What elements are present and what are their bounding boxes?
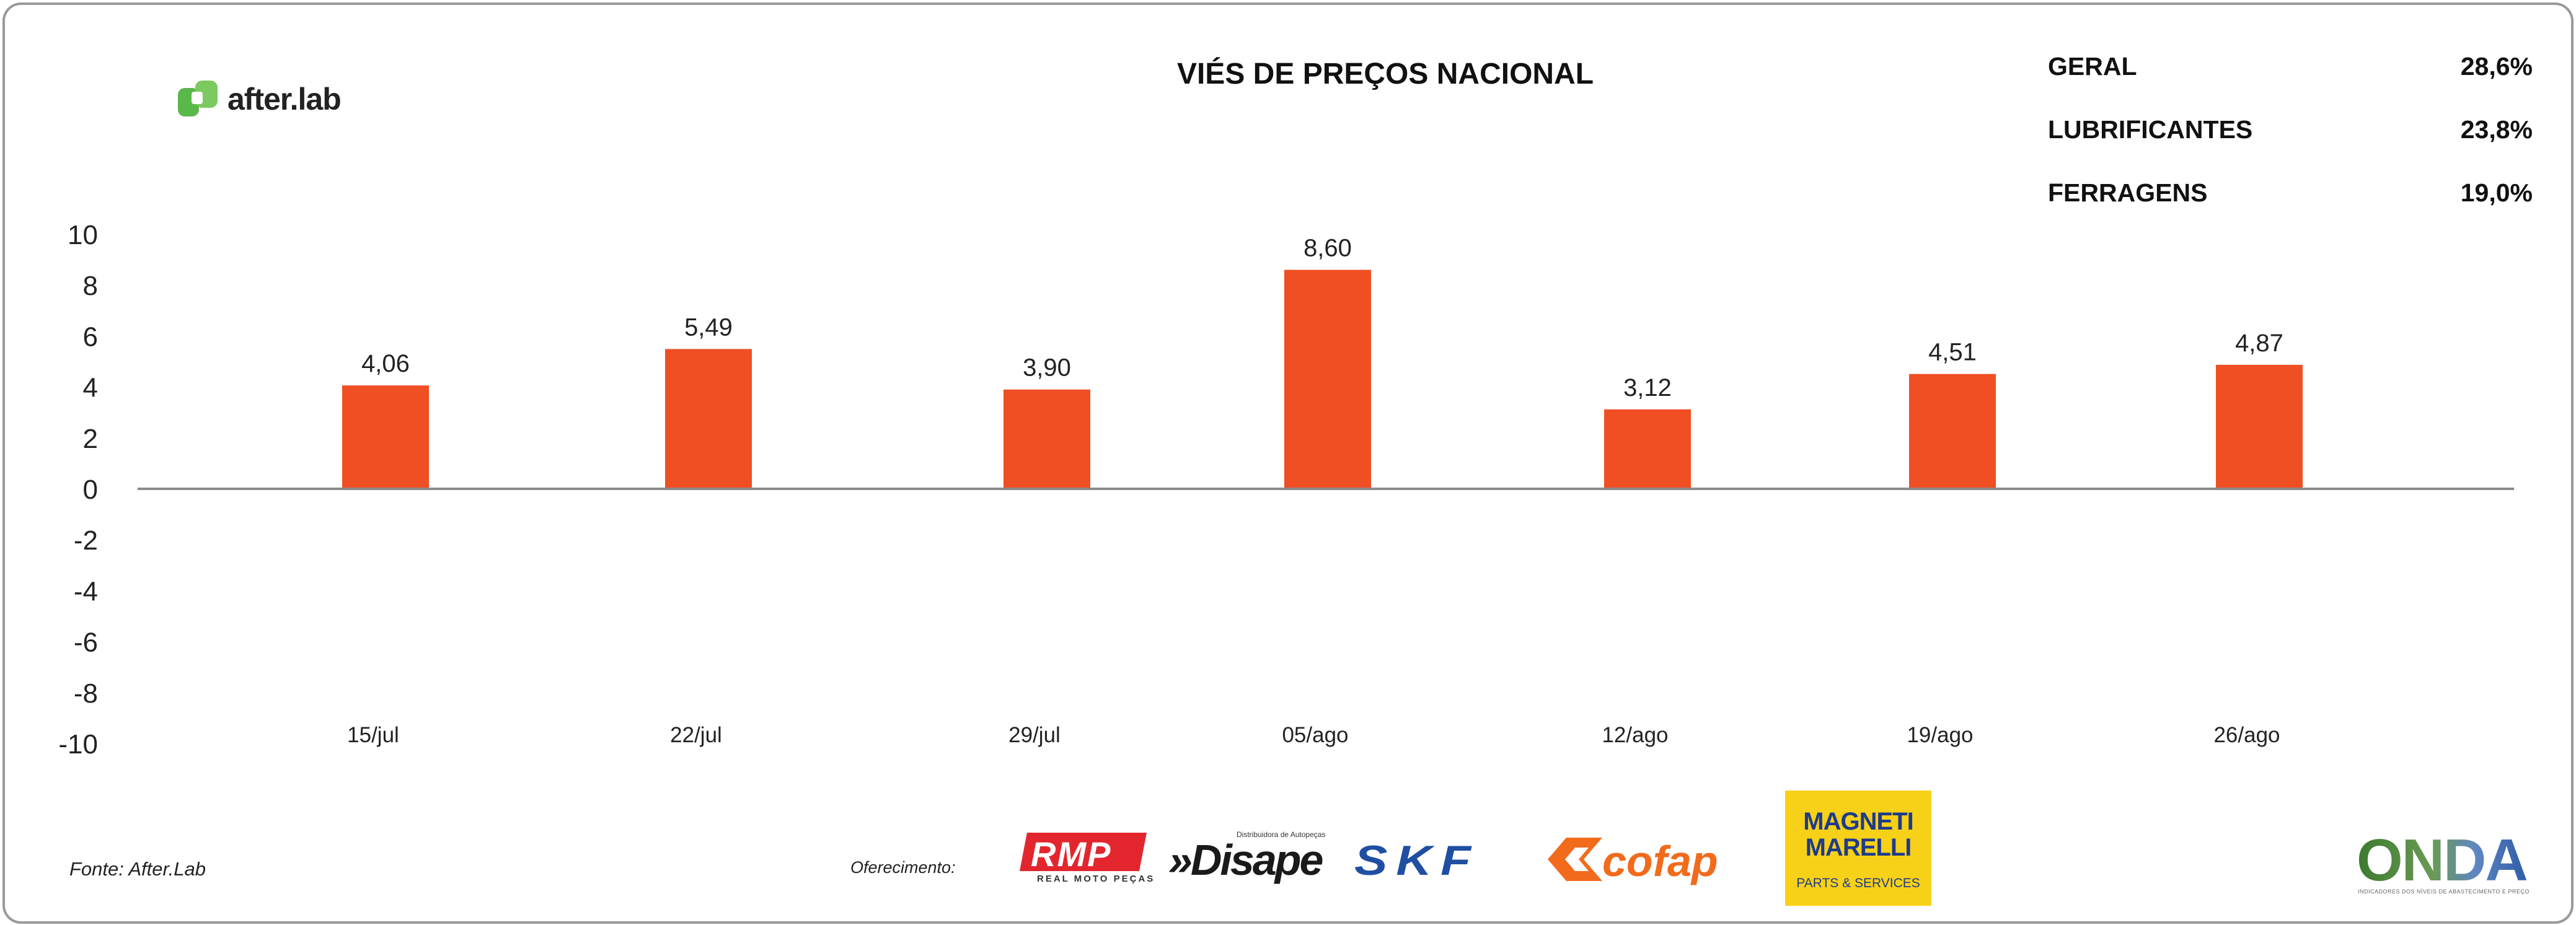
data-labels: 4,06 5,49 3,90 8,60 3,12 4,51 4,87: [361, 235, 2283, 401]
bar-15/jul: [342, 385, 429, 489]
x-tick-label: 12/ago: [1602, 723, 1668, 747]
stat-label-geral: GERAL: [2048, 52, 2137, 81]
after-lab-leaf-icon: [178, 81, 218, 116]
stat-value-geral: 28,6%: [2460, 52, 2533, 81]
y-tick-label: 6: [83, 322, 98, 352]
y-tick-label: 0: [83, 475, 98, 505]
y-tick-label: -8: [74, 678, 98, 709]
stat-label-lubrificantes: LUBRIFICANTES: [2048, 115, 2253, 144]
rmp-tagline: REAL MOTO PEÇAS: [1037, 874, 1155, 884]
skf-name: SKF: [1354, 836, 1480, 884]
x-axis-ticks: 15/jul 22/jul 29/jul 05/ago 12/ago 19/ago 26/a…: [347, 723, 2280, 747]
disape-logo: Distribuidora de Autopeças »Disape: [1168, 830, 1339, 886]
bar-05/ago: [1284, 270, 1371, 489]
brand-logo: after.lab: [177, 79, 342, 119]
y-axis-ticks: 10 8 6 4 2 0 -2 -4 -6 -8 -10: [58, 220, 98, 760]
cofap-name: cofap: [1602, 837, 1718, 885]
magneti-line2: MARELLI: [1805, 834, 1912, 861]
x-tick-label: 29/jul: [1008, 723, 1061, 747]
data-label: 3,12: [1623, 374, 1672, 401]
y-tick-label: -2: [74, 525, 98, 556]
x-tick-label: 22/jul: [670, 723, 722, 747]
source-note: Fonte: After.Lab: [69, 858, 206, 880]
chart-title: VIÉS DE PREÇOS NACIONAL: [1176, 58, 1594, 90]
rmp-name: RMP: [1031, 835, 1112, 874]
bars: [342, 270, 2303, 489]
bar-12/ago: [1604, 409, 1691, 489]
x-tick-label: 15/jul: [347, 723, 399, 747]
cofap-logo: cofap: [1548, 835, 1758, 885]
stat-value-lubrificantes: 23,8%: [2460, 115, 2533, 144]
data-label: 4,06: [361, 350, 410, 377]
magneti-tagline: PARTS & SERVICES: [1796, 876, 1920, 890]
rmp-mark-icon: [1020, 833, 1147, 871]
bar-29/jul: [1003, 389, 1090, 489]
rmp-logo: RMP REAL MOTO PEÇAS: [1020, 833, 1153, 888]
y-tick-label: 10: [68, 220, 98, 250]
magneti-marelli-logo: MAGNETI MARELLI PARTS & SERVICES: [1785, 791, 1931, 906]
disape-tagline: Distribuidora de Autopeças: [1237, 830, 1326, 839]
bar-19/ago: [1909, 374, 1996, 489]
y-tick-label: 4: [83, 373, 98, 403]
stat-value-ferragens: 19,0%: [2460, 178, 2533, 207]
onda-logo: ONDA INDICADORES DOS NÍVEIS DE ABASTECIM…: [2355, 827, 2535, 900]
skf-logo: SKF: [1354, 836, 1534, 886]
data-label: 3,90: [1023, 354, 1071, 382]
cofap-mark-icon: [1548, 838, 1602, 881]
y-tick-label: -6: [74, 628, 98, 658]
bar-22/jul: [665, 349, 752, 489]
data-label: 5,49: [684, 313, 733, 341]
brand-name: after.lab: [227, 82, 342, 116]
data-label: 4,87: [2235, 330, 2283, 357]
magneti-line1: MAGNETI: [1803, 808, 1913, 835]
x-tick-label: 19/ago: [1907, 723, 1973, 747]
stat-label-ferragens: FERRAGENS: [2048, 178, 2208, 207]
y-tick-label: -4: [74, 576, 98, 607]
offer-label: Oferecimento:: [850, 858, 956, 877]
data-label: 8,60: [1303, 235, 1352, 262]
y-tick-label: -10: [58, 729, 98, 760]
y-tick-label: 2: [83, 424, 98, 454]
bar-26/ago: [2216, 364, 2303, 489]
data-label: 4,51: [1928, 339, 1977, 366]
y-tick-label: 8: [83, 271, 98, 301]
disape-name: »Disape: [1168, 836, 1323, 884]
x-tick-label: 26/ago: [2213, 723, 2280, 747]
onda-tagline: INDICADORES DOS NÍVEIS DE ABASTECIMENTO …: [2358, 888, 2530, 895]
onda-name: ONDA: [2357, 827, 2528, 893]
x-tick-label: 05/ago: [1282, 723, 1348, 747]
